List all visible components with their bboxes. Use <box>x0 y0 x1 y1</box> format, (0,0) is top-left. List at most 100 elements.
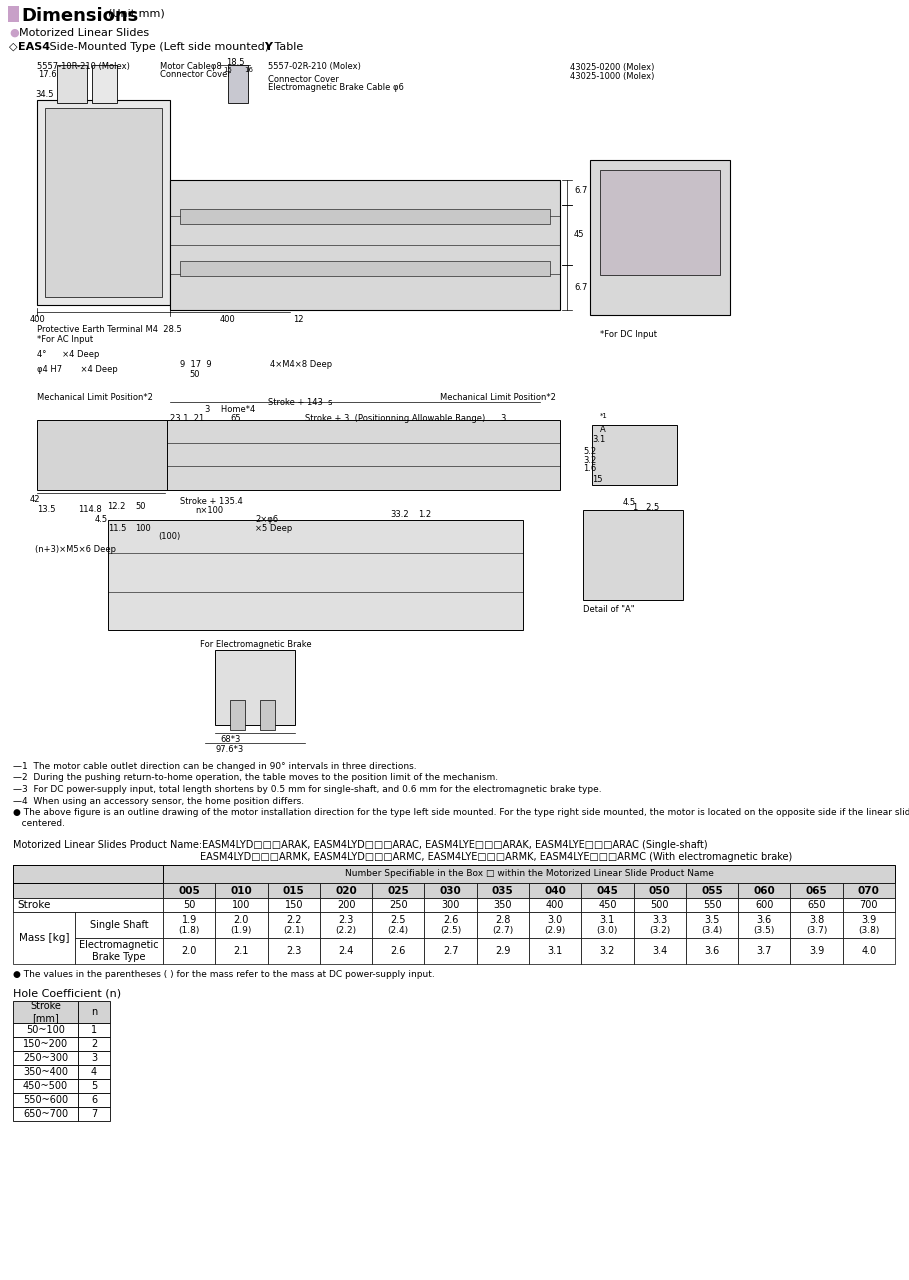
Text: (2.2): (2.2) <box>335 927 356 936</box>
Text: 11.5: 11.5 <box>108 524 126 532</box>
Text: 4×M4×8 Deep: 4×M4×8 Deep <box>270 360 332 369</box>
Bar <box>320 899 372 911</box>
Text: 2.5: 2.5 <box>391 915 406 924</box>
Text: 1   2.5: 1 2.5 <box>633 503 659 512</box>
Text: 2.3: 2.3 <box>286 946 302 956</box>
Text: *1: *1 <box>600 413 608 419</box>
Bar <box>13 1079 78 1093</box>
Text: (2.9): (2.9) <box>544 927 565 936</box>
Text: 030: 030 <box>440 886 462 896</box>
Text: 3.7: 3.7 <box>756 946 772 956</box>
Bar <box>13 865 895 883</box>
Bar <box>267 883 320 899</box>
Text: 15: 15 <box>592 475 603 484</box>
Bar <box>13 883 895 899</box>
Text: 2.7: 2.7 <box>443 946 458 956</box>
Text: ×5 Deep: ×5 Deep <box>255 524 293 532</box>
Text: 9  17  9: 9 17 9 <box>180 360 212 369</box>
Bar <box>320 938 372 964</box>
Text: 350~400: 350~400 <box>23 1068 68 1076</box>
Text: 250~300: 250~300 <box>23 1053 68 1062</box>
Text: 50: 50 <box>183 900 195 910</box>
Bar <box>791 911 843 938</box>
Text: Mass [kg]: Mass [kg] <box>19 933 69 943</box>
Text: (n+3)×M5×6 Deep: (n+3)×M5×6 Deep <box>35 545 116 554</box>
Bar <box>843 899 895 911</box>
Bar <box>13 1051 78 1065</box>
Bar <box>372 883 425 899</box>
Bar <box>581 899 634 911</box>
Text: 23.1  21: 23.1 21 <box>170 413 205 422</box>
Text: 010: 010 <box>231 886 253 896</box>
Text: (3.8): (3.8) <box>858 927 880 936</box>
Text: 2.3: 2.3 <box>338 915 354 924</box>
Bar <box>78 1023 110 1037</box>
Bar <box>13 1023 78 1037</box>
Text: 6.7: 6.7 <box>574 186 587 195</box>
Text: 150~200: 150~200 <box>23 1039 68 1050</box>
Text: (2.7): (2.7) <box>493 927 514 936</box>
Text: 1.6: 1.6 <box>583 463 596 474</box>
Text: 3: 3 <box>91 1053 97 1062</box>
Text: Connector Cover: Connector Cover <box>268 76 339 84</box>
Text: Stroke + 3  (Positionning Allowable Range): Stroke + 3 (Positionning Allowable Range… <box>305 413 485 422</box>
Text: Electromagnetic Brake Cable φ6: Electromagnetic Brake Cable φ6 <box>268 83 404 92</box>
Bar <box>13 899 895 911</box>
Text: 035: 035 <box>492 886 514 896</box>
Text: Dimensions: Dimensions <box>21 6 138 26</box>
Text: 3.2: 3.2 <box>583 456 596 465</box>
Bar <box>476 899 529 911</box>
Bar <box>75 938 163 964</box>
Bar <box>425 899 476 911</box>
Bar <box>581 883 634 899</box>
Text: 3.1: 3.1 <box>600 915 615 924</box>
Text: 68*3: 68*3 <box>220 735 240 744</box>
Text: —1  The motor cable outlet direction can be changed in 90° intervals in three di: —1 The motor cable outlet direction can … <box>13 762 416 771</box>
Bar <box>78 1093 110 1107</box>
Bar <box>78 1001 110 1023</box>
Bar <box>738 938 791 964</box>
Bar <box>791 938 843 964</box>
Text: (3.5): (3.5) <box>754 927 775 936</box>
Text: EAS4: EAS4 <box>18 42 50 52</box>
Text: 350: 350 <box>494 900 512 910</box>
Bar <box>165 420 560 490</box>
Text: 6.7: 6.7 <box>574 283 587 292</box>
Text: 3.9: 3.9 <box>861 915 876 924</box>
Text: 45: 45 <box>574 230 584 239</box>
Bar <box>738 911 791 938</box>
Text: 1.2: 1.2 <box>418 509 431 518</box>
Text: 3.6: 3.6 <box>704 946 720 956</box>
Text: 400: 400 <box>220 315 235 324</box>
Bar <box>686 899 738 911</box>
Bar <box>738 899 791 911</box>
Text: Y: Y <box>264 42 272 52</box>
Text: 16: 16 <box>244 67 253 73</box>
Text: 3.2: 3.2 <box>600 946 615 956</box>
Text: 3.9: 3.9 <box>809 946 824 956</box>
Text: 3.1: 3.1 <box>592 435 605 444</box>
Bar <box>791 899 843 911</box>
Bar <box>791 883 843 899</box>
Text: Stroke + 135.4: Stroke + 135.4 <box>180 497 243 506</box>
Bar <box>581 938 634 964</box>
Text: (2.1): (2.1) <box>283 927 305 936</box>
Text: 4.0: 4.0 <box>861 946 876 956</box>
Text: *For DC Input: *For DC Input <box>600 330 657 339</box>
Text: 50: 50 <box>135 502 145 511</box>
Bar <box>843 911 895 938</box>
Text: 43025-0200 (Molex): 43025-0200 (Molex) <box>570 63 654 72</box>
Text: 400: 400 <box>29 315 45 324</box>
Text: 3.0: 3.0 <box>547 915 563 924</box>
Text: 1.9: 1.9 <box>182 915 196 924</box>
Bar <box>372 911 425 938</box>
Bar <box>92 65 117 102</box>
Bar <box>320 911 372 938</box>
Bar <box>180 209 550 224</box>
Bar <box>634 899 686 911</box>
Text: φ4 H7       ×4 Deep: φ4 H7 ×4 Deep <box>37 365 118 374</box>
Text: 005: 005 <box>178 886 200 896</box>
Text: ● The values in the parentheses ( ) for the mass refer to the mass at DC power-s: ● The values in the parentheses ( ) for … <box>13 970 435 979</box>
Bar <box>634 938 686 964</box>
Text: 65: 65 <box>230 413 241 422</box>
